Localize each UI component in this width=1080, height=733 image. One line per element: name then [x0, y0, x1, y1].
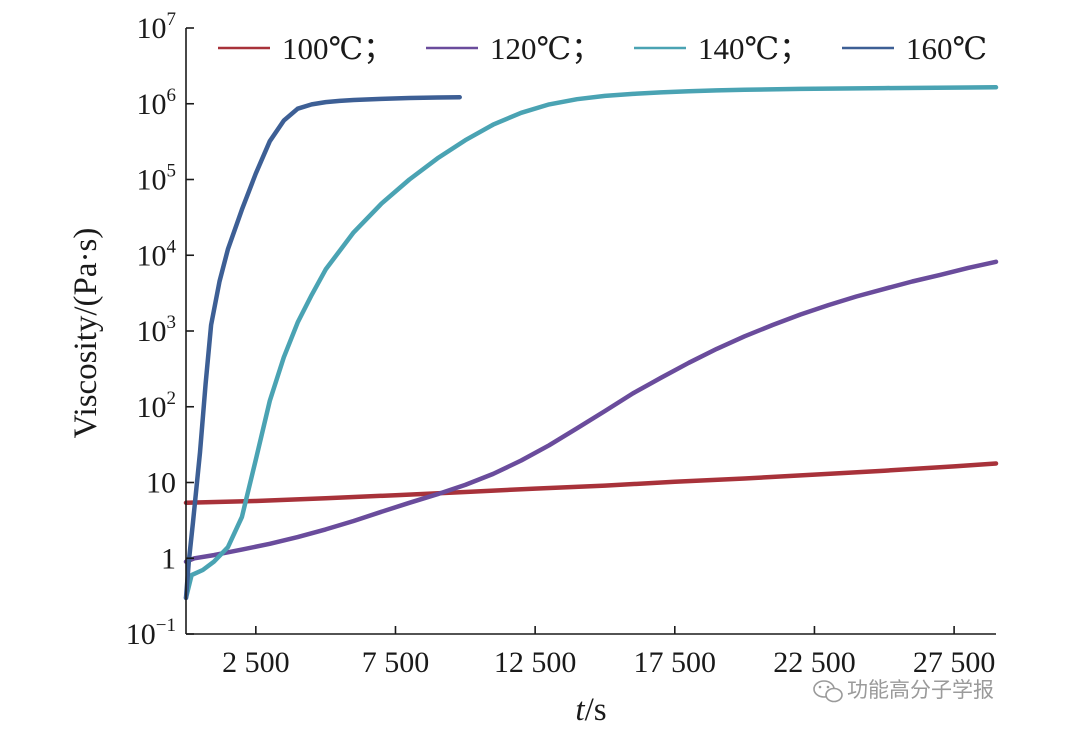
x-axis-title-unit: /s — [585, 692, 607, 728]
x-tick-label: 27 500 — [913, 646, 996, 679]
series-line-2 — [183, 259, 999, 564]
y-tick-label: 10−1 — [126, 615, 176, 651]
legend: 100℃； 120℃； 140℃； 160℃ — [218, 31, 987, 66]
watermark: 功能高分子学报 — [813, 678, 994, 703]
x-axis-title: t/s — [575, 692, 606, 728]
x-tick-label: 17 500 — [634, 646, 717, 679]
x-tick-label: 12 500 — [494, 646, 577, 679]
legend-label: 160℃ — [906, 31, 987, 66]
y-ticks: 10−1 1 10 102 103 104 105 106 107 — [126, 9, 194, 651]
x-ticks: 2 500 7 500 12 500 17 500 22 500 27 500 — [222, 626, 995, 679]
wechat-icon — [813, 680, 843, 703]
legend-label: 140℃； — [698, 31, 810, 66]
x-tick-label: 7 500 — [362, 646, 430, 679]
y-axis-title: Viscosity/(Pa·s) — [68, 228, 104, 439]
y-tick-label: 104 — [137, 236, 177, 272]
y-tick-label: 105 — [137, 161, 177, 197]
y-tick-label: 102 — [137, 388, 177, 424]
y-tick-label: 107 — [137, 9, 177, 45]
legend-label: 120℃； — [490, 31, 602, 66]
y-tick-label: 10 — [146, 467, 176, 500]
y-tick-label: 103 — [137, 312, 177, 348]
y-tick-label: 1 — [161, 542, 176, 575]
y-tick-label: 106 — [137, 85, 177, 121]
series-line-1 — [183, 461, 999, 506]
x-tick-label: 22 500 — [773, 646, 856, 679]
x-tick-label: 2 500 — [222, 646, 290, 679]
x-axis-title-italic: t — [575, 692, 585, 728]
series-line-3 — [183, 85, 999, 601]
series-layer — [183, 85, 999, 601]
watermark-text: 功能高分子学报 — [847, 678, 994, 702]
series-line-4 — [183, 94, 462, 601]
legend-label: 100℃； — [282, 31, 394, 66]
